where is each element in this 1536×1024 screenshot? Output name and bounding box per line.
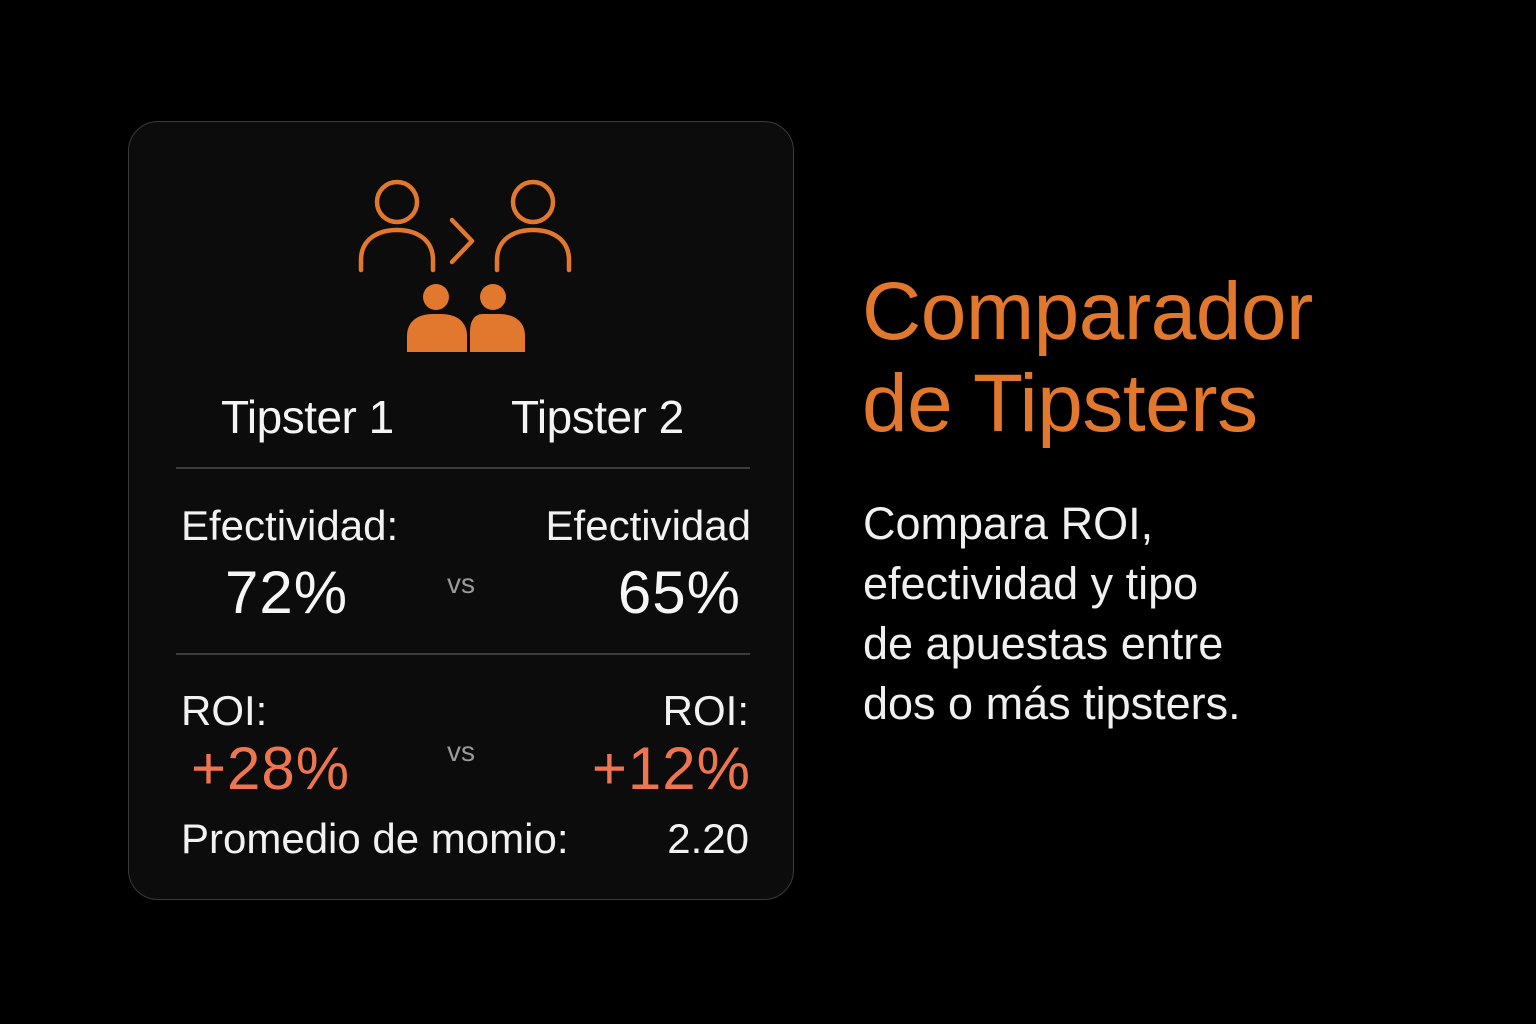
page-title: Comparador de Tipsters <box>862 266 1313 450</box>
average-odds-value: 2.20 <box>667 815 749 862</box>
description-line: efectividad y tipo <box>863 558 1199 609</box>
effectiveness-value-right: 65% <box>617 559 741 626</box>
roi-value-right: +12% <box>591 735 751 802</box>
title-line-2: de Tipsters <box>862 358 1258 449</box>
description-line: de apuestas entre <box>863 618 1224 669</box>
description: Compara ROI, efectividad y tipo de apues… <box>863 494 1383 734</box>
divider <box>176 467 750 469</box>
vs-label: vs <box>447 568 475 599</box>
effectiveness-value-left: 72% <box>225 559 349 626</box>
tipster-names: Tipster 1 Tipster 2 <box>129 390 793 450</box>
roi-label-right: ROI: <box>662 687 749 734</box>
tipster-1-name: Tipster 1 <box>221 391 394 443</box>
roi-value-left: +28% <box>191 735 351 802</box>
title-line-1: Comparador <box>862 266 1313 357</box>
comparison-card: Tipster 1 Tipster 2 Efectividad: Efectiv… <box>128 121 794 900</box>
divider <box>176 653 750 655</box>
compare-users-icon <box>355 176 575 356</box>
tipster-2-name: Tipster 2 <box>511 391 684 443</box>
average-odds-label: Promedio de momio: <box>181 815 569 862</box>
vs-label: vs <box>447 736 475 767</box>
effectiveness-label-left: Efectividad: <box>181 502 399 549</box>
description-line: Compara ROI, <box>863 498 1154 549</box>
description-line: dos o más tipsters. <box>863 678 1241 729</box>
roi-label-left: ROI: <box>181 687 268 734</box>
effectiveness-label-right: Efectividad <box>545 502 751 549</box>
